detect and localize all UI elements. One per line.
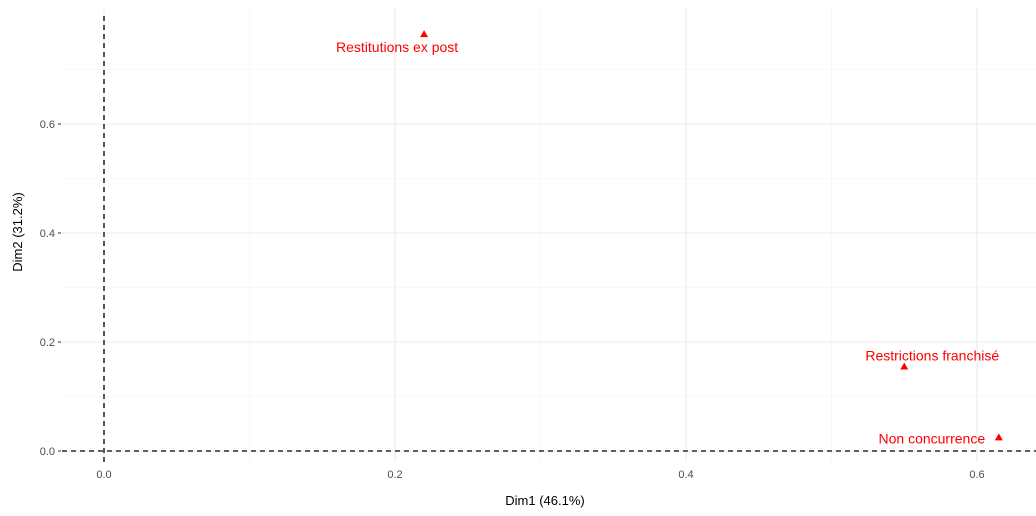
x-axis-title: Dim1 (46.1%) — [505, 493, 584, 508]
data-points — [420, 30, 1003, 441]
y-tick-label: 0.2 — [40, 337, 55, 349]
point-label: Restrictions franchisé — [865, 348, 999, 364]
y-axis-title: Dim2 (31.2%) — [10, 192, 25, 271]
x-tick-label: 0.2 — [387, 469, 402, 481]
x-tick-label: 0.0 — [96, 469, 111, 481]
point-labels: Restitutions ex post Restrictions franchi… — [336, 39, 999, 446]
axis-ticks: 0.0 0.2 0.4 0.6 0.0 0.2 0.4 0.6 — [40, 119, 985, 481]
point-label: Non concurrence — [879, 430, 986, 446]
y-tick-label: 0.0 — [40, 446, 55, 458]
point-label: Restitutions ex post — [336, 39, 458, 55]
x-tick-label: 0.6 — [969, 469, 984, 481]
data-point-triangle — [994, 433, 1003, 441]
data-point-triangle — [420, 30, 429, 38]
y-tick-label: 0.6 — [40, 119, 55, 131]
y-tick-label: 0.4 — [40, 228, 55, 240]
x-tick-label: 0.4 — [678, 469, 693, 481]
grid — [62, 8, 1036, 462]
reference-lines — [62, 16, 1036, 462]
data-point-triangle — [900, 362, 909, 370]
